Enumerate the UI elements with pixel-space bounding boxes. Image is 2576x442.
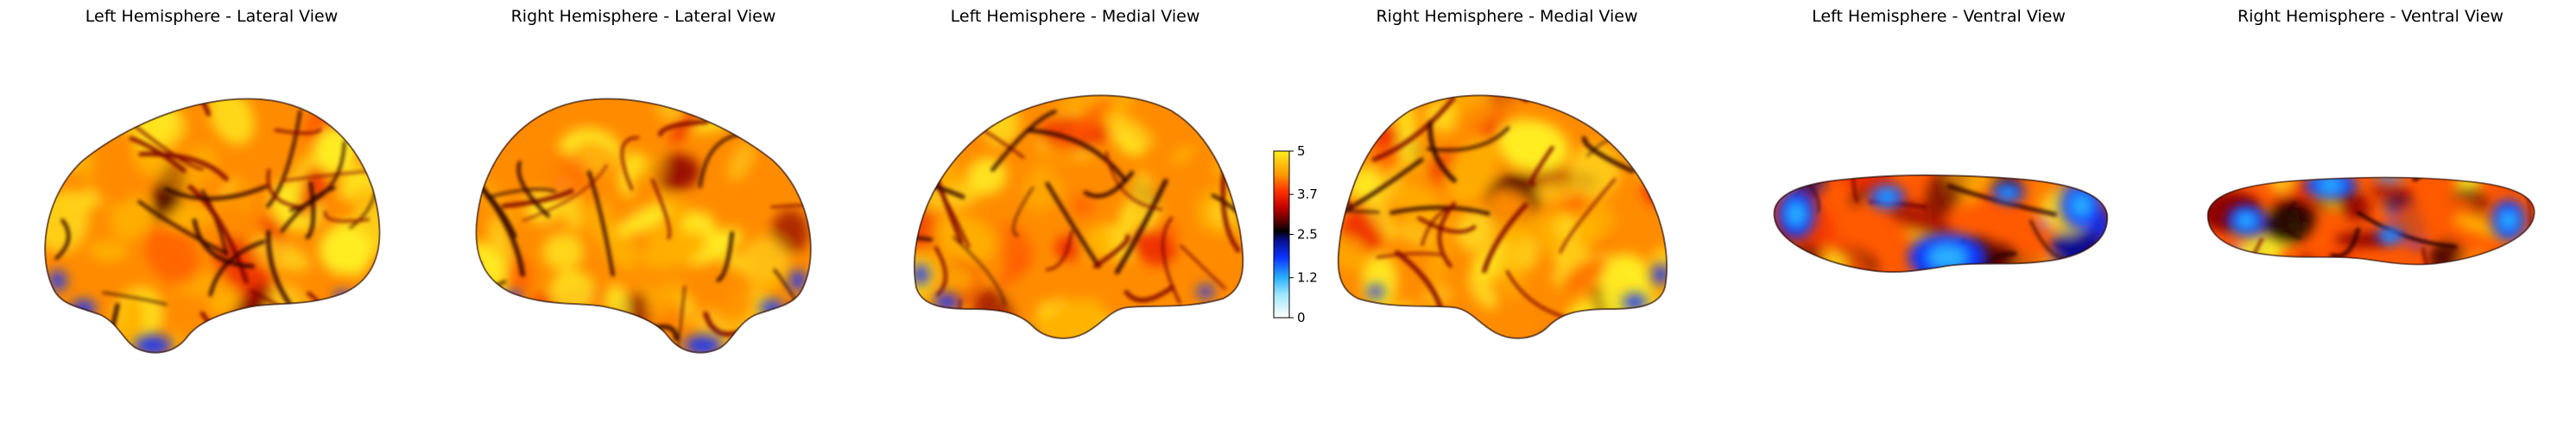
panel-title-left-lateral: Left Hemisphere - Lateral View [85,7,339,26]
brain-surface-outline [1773,174,2109,274]
brain-surface-outline [913,94,1244,339]
brain-surface-outline [475,98,812,354]
brain-left-lateral [44,98,381,354]
colorbar: 5 3.7 2.5 1.2 0 [1273,143,1318,325]
panel-title-left-ventral: Left Hemisphere - Ventral View [1812,7,2066,26]
brain-left-ventral [1773,174,2109,274]
panel-title-right-medial: Right Hemisphere - Medial View [1376,7,1637,26]
colorbar-tick-label: 0 [1297,310,1306,325]
brain-surface-base [914,95,1244,338]
brain-right-medial [1337,94,1668,339]
panel-title-right-lateral: Right Hemisphere - Lateral View [511,7,776,26]
brain-right-ventral [2206,176,2535,266]
brain-right-lateral [475,98,812,354]
brain-surface-outline [2206,176,2535,266]
panel-title-left-medial: Left Hemisphere - Medial View [951,7,1200,26]
colorbar-tick-label: 3.7 [1297,186,1318,202]
colorbar-ticks: 5 3.7 2.5 1.2 0 [1289,143,1318,325]
brain-surface-outline [44,98,381,354]
brain-left-medial [913,94,1244,339]
colorbar-tick-label: 2.5 [1297,227,1318,243]
brain-surface-outline [1337,94,1668,339]
colorbar-tick-label: 1.2 [1297,270,1318,286]
colorbar-gradient [1273,150,1290,319]
panel-title-right-ventral: Right Hemisphere - Ventral View [2237,7,2503,26]
colorbar-tick-label: 5 [1297,143,1306,159]
brain-activation-pattern [1774,175,2108,273]
